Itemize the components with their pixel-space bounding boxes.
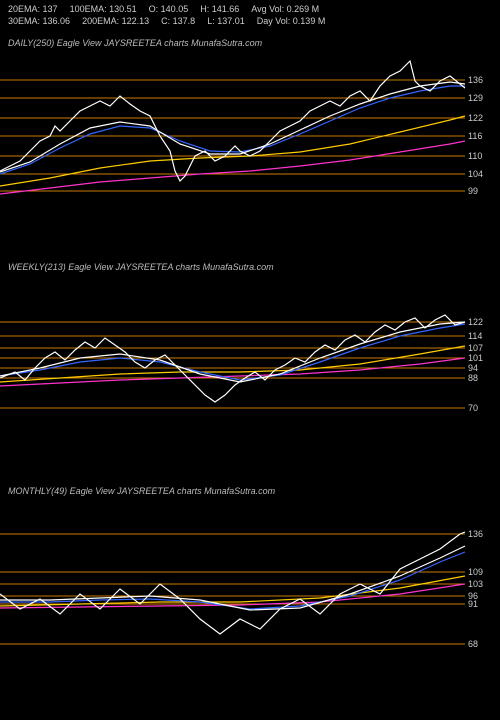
chart-title-2: MONTHLY(49) Eagle View JAYSREETEA charts… xyxy=(8,486,275,496)
close-label: C: xyxy=(161,16,170,26)
y-axis-label: 114 xyxy=(468,331,482,341)
ema30-line xyxy=(0,86,465,174)
ema20-line xyxy=(0,82,465,172)
ema20-value: 137 xyxy=(43,4,58,14)
open-value: 140.05 xyxy=(161,4,189,14)
y-axis-label: 122 xyxy=(468,113,483,123)
high-label: H: xyxy=(200,4,209,14)
ema200-value: 122.13 xyxy=(122,16,150,26)
chart-title-1: WEEKLY(213) Eagle View JAYSREETEA charts… xyxy=(8,262,274,272)
chart-panel-0: 136 129 122 116 110 104 99 xyxy=(0,56,500,226)
y-axis-label: 70 xyxy=(468,403,478,413)
ema100-line xyxy=(0,116,465,186)
price-line xyxy=(0,61,465,181)
chart-panel-1: 122 114 1071019488 70 xyxy=(0,280,500,450)
low-value: 137.01 xyxy=(217,16,245,26)
ema30-label: 30EMA: xyxy=(8,16,40,26)
y-axis-label: 136 xyxy=(468,75,483,85)
price-line xyxy=(0,532,465,634)
ema100-label: 100EMA: xyxy=(70,4,107,14)
ema200-label: 200EMA: xyxy=(82,16,119,26)
ema100-value: 130.51 xyxy=(109,4,137,14)
y-axis-label: 122 xyxy=(468,317,483,327)
y-axis-label: 94 xyxy=(468,363,478,373)
high-value: 141.66 xyxy=(212,4,240,14)
ema30-line xyxy=(0,552,465,609)
ema20-line xyxy=(0,322,465,382)
y-axis-label: 107 xyxy=(468,343,483,353)
open-label: O: xyxy=(149,4,159,14)
y-axis-label: 110 xyxy=(468,151,482,161)
y-axis-label: 88 xyxy=(468,373,478,383)
ema30-value: 136.06 xyxy=(43,16,71,26)
chart-panel-2: 136109103969168 xyxy=(0,504,500,674)
y-axis-label: 104 xyxy=(468,169,483,179)
dayvol-value: 0.139 M xyxy=(293,16,326,26)
y-axis-label: 103 xyxy=(468,579,483,589)
ema20-label: 20EMA: xyxy=(8,4,40,14)
y-axis-label: 99 xyxy=(468,186,478,196)
chart-title-0: DAILY(250) Eagle View JAYSREETEA charts … xyxy=(8,38,262,48)
y-axis-label: 136 xyxy=(468,529,483,539)
low-label: L: xyxy=(207,16,215,26)
y-axis-label: 101 xyxy=(468,353,483,363)
ema20-line xyxy=(0,546,465,610)
y-axis-label: 109 xyxy=(468,567,483,577)
indicator-row-2: 30EMA: 136.06 200EMA: 122.13 C: 137.8 L:… xyxy=(8,16,325,26)
y-axis-label: 68 xyxy=(468,639,478,649)
y-axis-label: 91 xyxy=(468,599,478,609)
close-value: 137.8 xyxy=(173,16,196,26)
y-axis-label: 129 xyxy=(468,93,483,103)
y-axis-label: 116 xyxy=(468,131,482,141)
dayvol-label: Day Vol: xyxy=(257,16,291,26)
avgvol-label: Avg Vol: xyxy=(251,4,284,14)
avgvol-value: 0.269 M xyxy=(287,4,320,14)
indicator-row-1: 20EMA: 137 100EMA: 130.51 O: 140.05 H: 1… xyxy=(8,4,319,14)
